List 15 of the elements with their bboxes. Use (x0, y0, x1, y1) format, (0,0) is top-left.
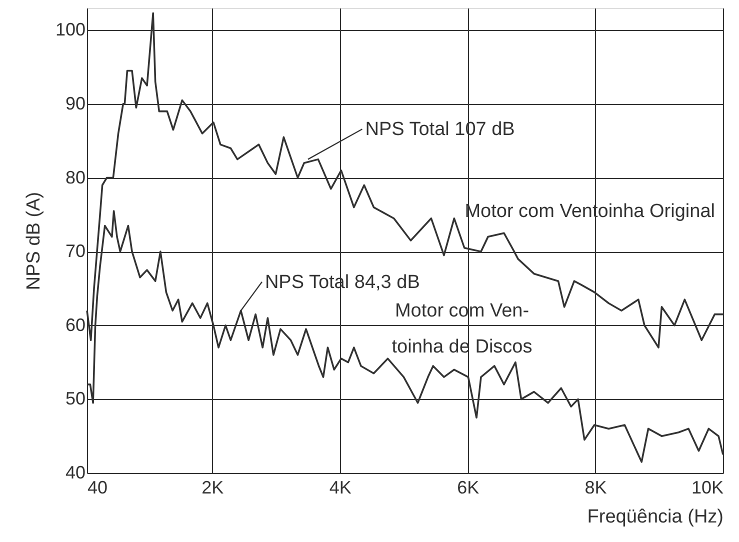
y-tick-label: 50 (65, 388, 86, 409)
y-tick-label: 90 (65, 93, 86, 114)
y-tick-label: 40 (65, 462, 86, 482)
x-tick-label: 2K (202, 478, 224, 498)
y-axis-title: NPS dB (A) (23, 192, 44, 290)
x-tick-label: 10K (691, 478, 724, 498)
x-tick-label: 8K (584, 478, 607, 498)
y-tick-label: 100 (55, 20, 86, 40)
x-tick-label: 4K (329, 478, 352, 498)
y-tick-label: 60 (65, 314, 86, 335)
x-tick-label: 6K (457, 478, 480, 498)
y-tick-label: 80 (65, 167, 86, 188)
y-tick-label: 70 (65, 241, 86, 262)
x-tick-label: 40 (88, 478, 108, 498)
x-axis-title: Freqüência (Hz) (587, 506, 724, 528)
